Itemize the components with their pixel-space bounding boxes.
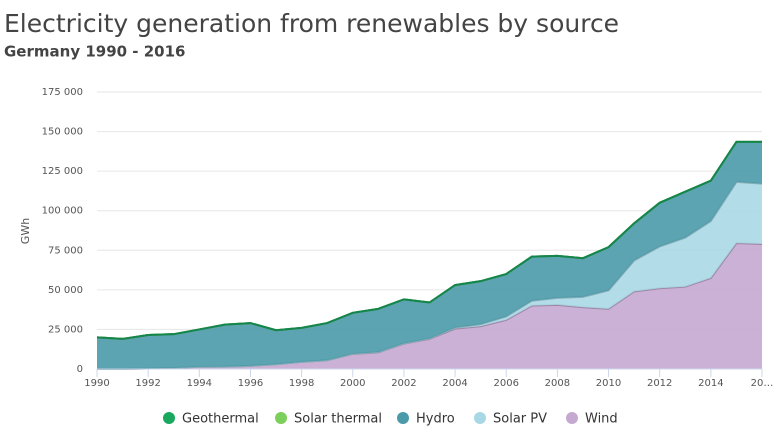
legend-label: Solar PV — [493, 412, 547, 427]
y-tick-label: 100 000 — [42, 206, 83, 217]
area — [97, 181, 762, 369]
y-tick-label: 50 000 — [48, 285, 83, 296]
x-tick-label: 2006 — [494, 378, 519, 389]
x-tick-label: 2002 — [391, 378, 416, 389]
x-tick-label: 2000 — [340, 378, 365, 389]
x-tick-label: 1996 — [238, 378, 263, 389]
y-tick-label: 150 000 — [42, 127, 83, 138]
x-tick-label: 2008 — [545, 378, 570, 389]
legend-label: Wind — [585, 412, 618, 427]
x-tick-label: 1990 — [84, 378, 109, 389]
x-tick-label: 1992 — [135, 378, 160, 389]
x-tick-label: 1998 — [289, 378, 314, 389]
area — [97, 243, 762, 369]
y-tick-label: 0 — [77, 364, 83, 375]
legend-marker — [163, 412, 175, 424]
x-tick-label: 20… — [751, 378, 774, 389]
legend-label: Hydro — [416, 412, 455, 427]
x-tick-label: 2014 — [698, 378, 723, 389]
x-tick-label: 1994 — [187, 378, 212, 389]
y-tick-label: 75 000 — [48, 245, 83, 256]
legend-label: Solar thermal — [294, 412, 382, 427]
y-axis-label: GWh — [19, 218, 32, 244]
legend-label: Geothermal — [182, 412, 259, 427]
y-tick-label: 175 000 — [42, 87, 83, 98]
x-tick-label: 2010 — [596, 378, 621, 389]
legend-marker — [275, 412, 287, 424]
chart-subtitle: Germany 1990 - 2016 — [4, 43, 185, 61]
chart-title: Electricity generation from renewables b… — [4, 9, 619, 38]
legend-marker — [397, 412, 409, 424]
legend-marker — [474, 412, 486, 424]
area-line — [96, 140, 762, 340]
y-tick-label: 25 000 — [48, 324, 83, 335]
x-tick-label: 2012 — [647, 378, 672, 389]
area — [97, 141, 762, 369]
x-tick-label: 2004 — [442, 378, 467, 389]
legend-marker — [566, 412, 578, 424]
y-tick-label: 125 000 — [42, 166, 83, 177]
